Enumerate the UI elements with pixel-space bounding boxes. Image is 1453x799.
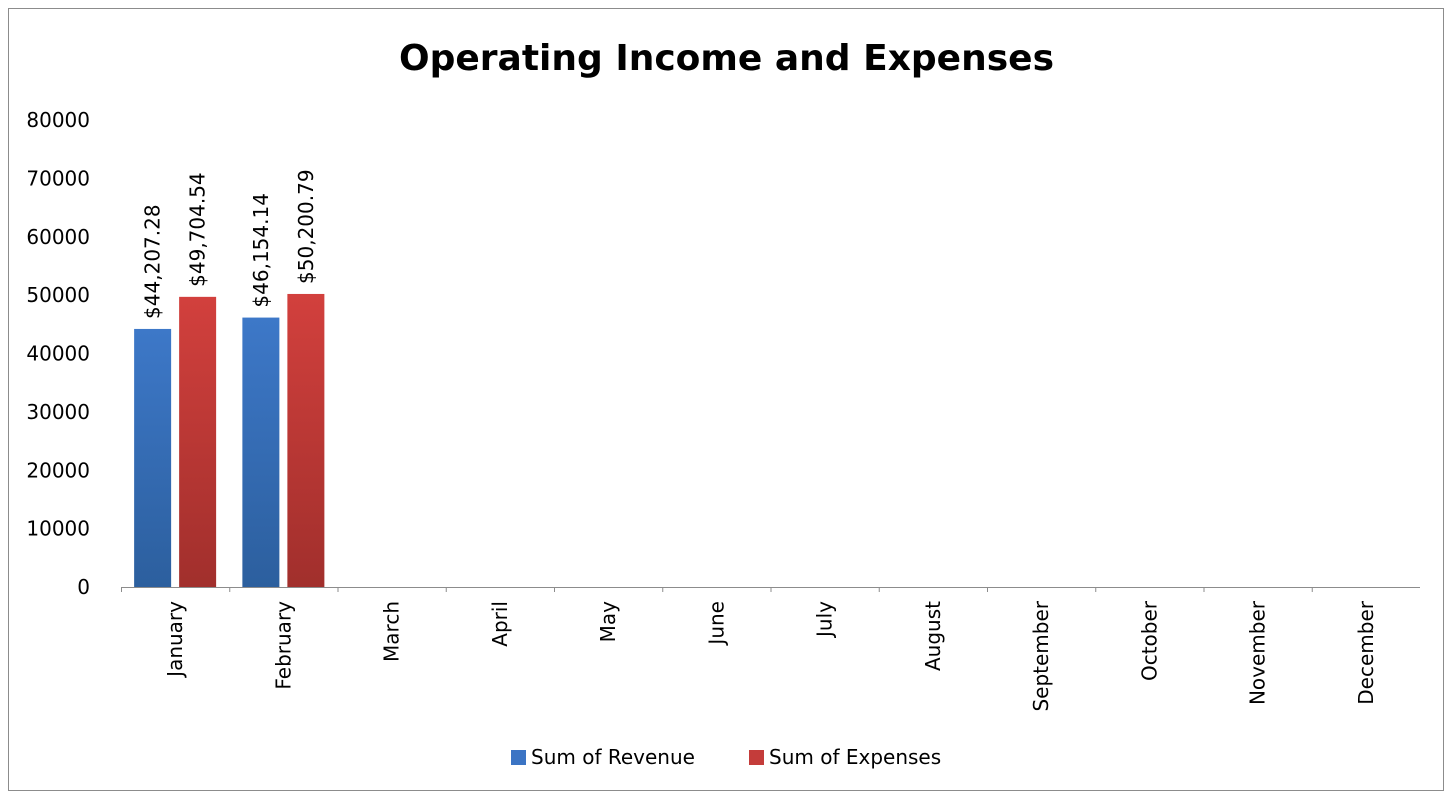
y-tick-label: 20000 (26, 458, 90, 482)
bar-revenue-february (242, 317, 280, 587)
y-tick-label: 40000 (26, 342, 90, 366)
x-tick-label: October (1137, 600, 1161, 681)
legend: Sum of Revenue Sum of Expenses (511, 745, 941, 769)
data-label: $46,154.14 (249, 193, 273, 308)
data-label: $44,207.28 (141, 204, 165, 319)
x-tick-label: May (596, 601, 620, 643)
y-tick-label: 80000 (26, 108, 90, 132)
x-tick-label: January (163, 601, 187, 679)
x-tick-label: June (704, 601, 728, 647)
y-tick-label: 60000 (26, 225, 90, 249)
legend-swatch-revenue (511, 750, 526, 765)
data-label: $50,200.79 (294, 169, 318, 284)
y-tick-label: 30000 (26, 400, 90, 424)
y-tick-label: 50000 (26, 283, 90, 307)
y-tick-label: 0 (77, 575, 90, 599)
bar-revenue-january (134, 328, 172, 587)
x-tick-label: July (813, 601, 837, 639)
x-tick-label: March (380, 601, 404, 662)
legend-label: Sum of Revenue (531, 745, 695, 769)
x-tick-label: December (1354, 600, 1378, 704)
x-tick-label: August (921, 601, 945, 671)
x-tick-label: November (1246, 600, 1270, 705)
y-tick-label: 10000 (26, 517, 90, 541)
bar-expenses-january (179, 296, 217, 587)
data-label: $49,704.54 (186, 172, 210, 287)
x-tick-label: April (488, 601, 512, 647)
legend-label: Sum of Expenses (769, 745, 941, 769)
x-tick-label: September (1029, 600, 1053, 711)
chart-title: Operating Income and Expenses (399, 38, 1054, 79)
axes: 0 10000 20000 30000 40000 50000 60000 70000 8000… (26, 108, 1420, 712)
bar-expenses-february (287, 293, 325, 587)
data-labels: $44,207.28 $46,154.14 $49,704.54 $50,200.79 (141, 169, 318, 319)
x-tick-label: February (271, 601, 295, 690)
y-tick-label: 70000 (26, 166, 90, 190)
legend-swatch-expenses (749, 750, 764, 765)
bars (134, 293, 325, 587)
